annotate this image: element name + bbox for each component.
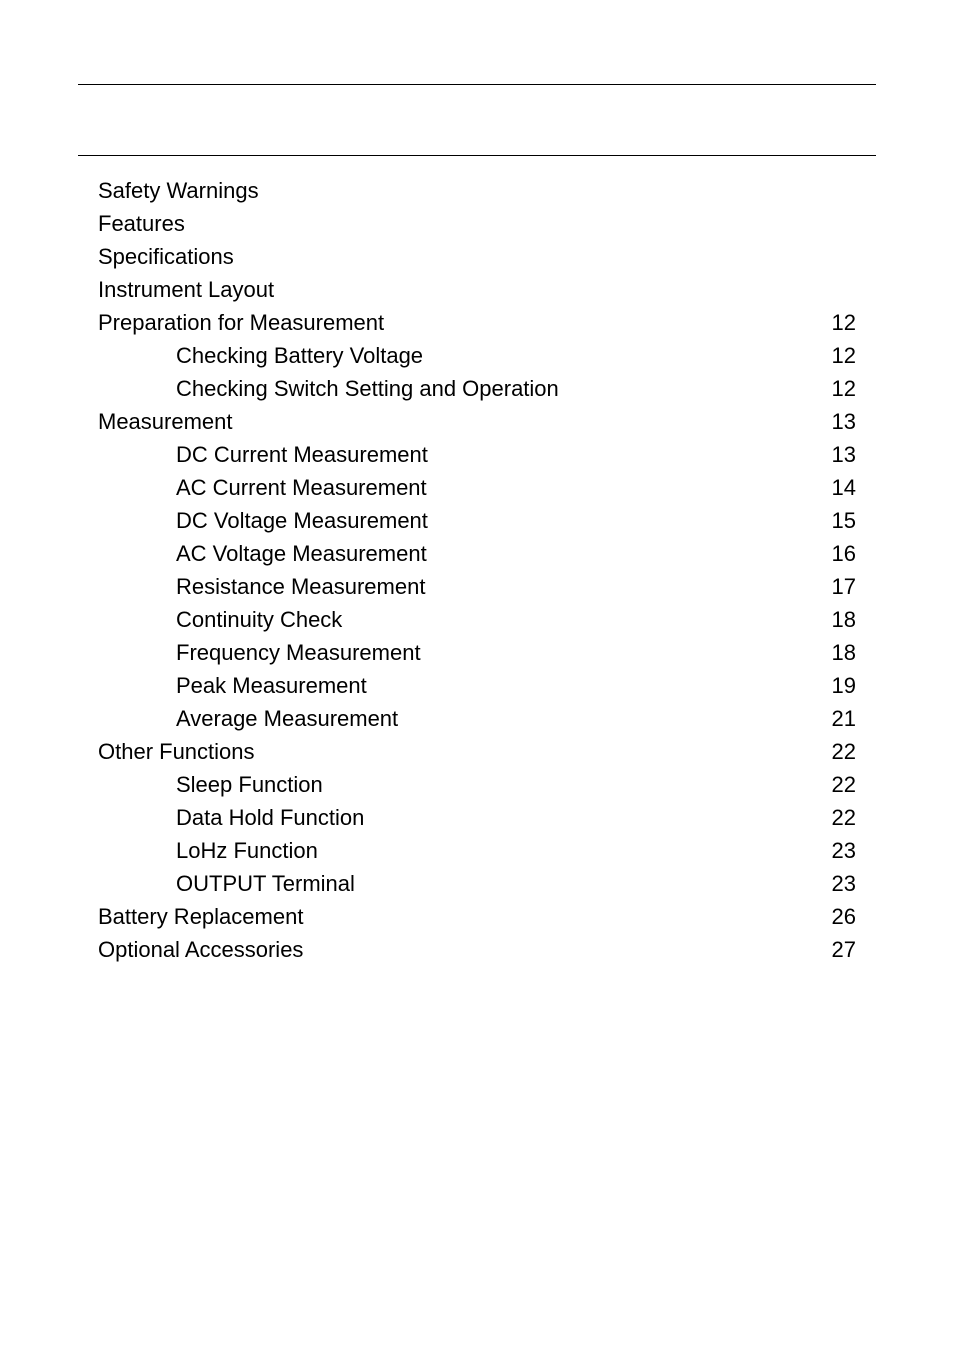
toc-row: Continuity Check 18 [98,603,856,636]
toc-row: Resistance Measurement 17 [98,570,856,603]
toc-row: OUTPUT Terminal 23 [98,867,856,900]
rule-second [78,155,876,156]
toc-label: Measurement [98,405,233,438]
toc-label: OUTPUT Terminal [176,867,355,900]
toc-label: Preparation for Measurement [98,306,384,339]
rule-top [78,84,876,85]
toc-page: 21 [826,702,856,735]
toc-row: AC Voltage Measurement 16 [98,537,856,570]
toc-label: Features [98,207,185,240]
toc-page: 13 [826,405,856,438]
toc-row: Frequency Measurement 18 [98,636,856,669]
toc-row: Battery Replacement 26 [98,900,856,933]
toc-page: 12 [826,339,856,372]
toc-row: AC Current Measurement 14 [98,471,856,504]
toc-label: Frequency Measurement [176,636,421,669]
toc-row: Preparation for Measurement 12 [98,306,856,339]
toc-row: Instrument Layout [98,273,856,306]
toc-page: 22 [826,801,856,834]
toc-label: LoHz Function [176,834,318,867]
toc-label: Optional Accessories [98,933,303,966]
toc-row: Sleep Function 22 [98,768,856,801]
toc-row: Peak Measurement 19 [98,669,856,702]
toc-page: 16 [826,537,856,570]
toc-page: 27 [826,933,856,966]
toc-page: 12 [826,372,856,405]
toc-row: Data Hold Function 22 [98,801,856,834]
toc-page: 14 [826,471,856,504]
toc-row: Optional Accessories 27 [98,933,856,966]
toc-label: Continuity Check [176,603,342,636]
toc-label: Peak Measurement [176,669,367,702]
toc-label: Other Functions [98,735,255,768]
toc-page: 18 [826,636,856,669]
toc-label: Instrument Layout [98,273,274,306]
toc-row: Other Functions 22 [98,735,856,768]
toc-page: 17 [826,570,856,603]
toc-page: 23 [826,834,856,867]
toc-label: Data Hold Function [176,801,364,834]
toc-page: 19 [826,669,856,702]
toc-label: Checking Battery Voltage [176,339,423,372]
toc-label: AC Current Measurement [176,471,427,504]
toc-row: LoHz Function 23 [98,834,856,867]
toc-label: DC Voltage Measurement [176,504,428,537]
toc-page: 13 [826,438,856,471]
toc-label: Sleep Function [176,768,323,801]
toc-row: DC Voltage Measurement 15 [98,504,856,537]
toc-page: 22 [826,735,856,768]
toc-row: Checking Switch Setting and Operation 12 [98,372,856,405]
toc-row: Average Measurement 21 [98,702,856,735]
toc-page: 26 [826,900,856,933]
toc-row: Features [98,207,856,240]
toc-row: Measurement 13 [98,405,856,438]
toc-row: Checking Battery Voltage 12 [98,339,856,372]
toc-page: 18 [826,603,856,636]
toc-page: 12 [826,306,856,339]
toc-row: Specifications [98,240,856,273]
toc-label: Battery Replacement [98,900,303,933]
toc-page: 22 [826,768,856,801]
toc-label: DC Current Measurement [176,438,428,471]
page: Safety Warnings Features Specifications … [0,0,954,966]
toc-label: Average Measurement [176,702,398,735]
toc-label: Resistance Measurement [176,570,425,603]
toc-row: DC Current Measurement 13 [98,438,856,471]
toc-row: Safety Warnings [98,174,856,207]
toc-label: AC Voltage Measurement [176,537,427,570]
toc-page: 23 [826,867,856,900]
table-of-contents: Safety Warnings Features Specifications … [78,174,876,966]
toc-label: Safety Warnings [98,174,259,207]
toc-page: 15 [826,504,856,537]
toc-label: Specifications [98,240,234,273]
toc-label: Checking Switch Setting and Operation [176,372,559,405]
